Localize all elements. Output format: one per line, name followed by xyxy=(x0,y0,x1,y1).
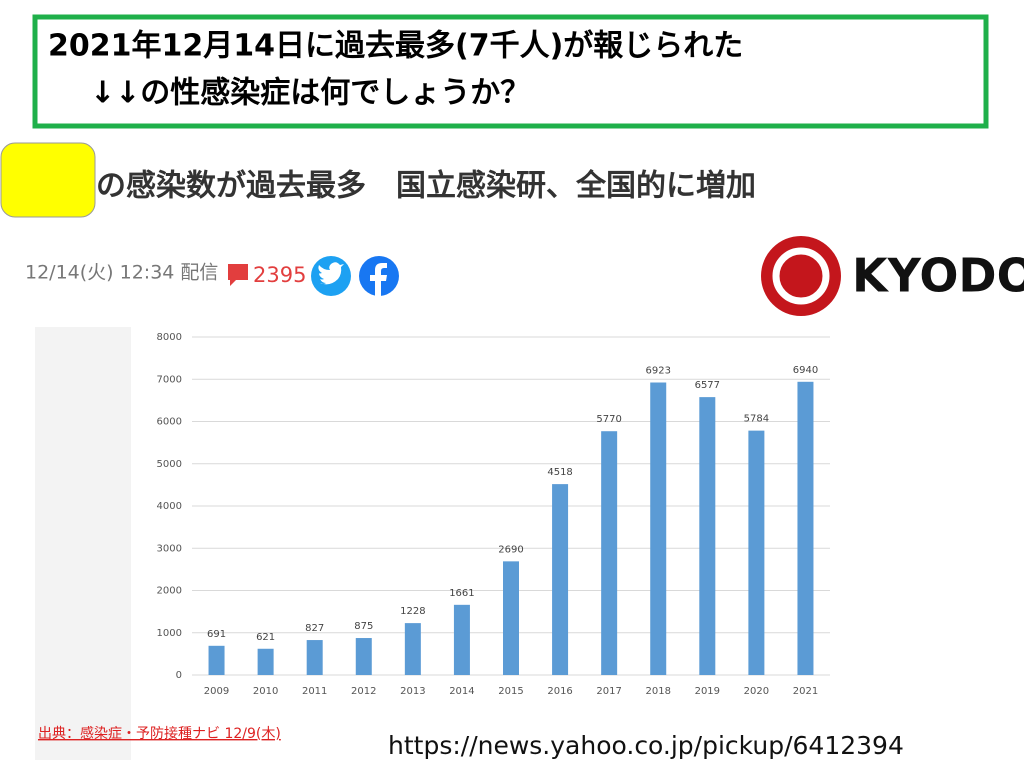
bar xyxy=(306,640,323,675)
value-label: 4518 xyxy=(547,467,572,478)
y-tick-label: 3000 xyxy=(157,543,182,554)
comment-icon xyxy=(228,264,248,286)
bar xyxy=(257,648,274,675)
bar xyxy=(748,430,765,675)
chart-side-panel xyxy=(35,327,131,760)
x-tick-label: 2020 xyxy=(744,686,769,697)
value-label: 1661 xyxy=(449,588,474,599)
bar xyxy=(552,484,569,675)
x-tick-label: 2010 xyxy=(253,686,278,697)
y-tick-label: 1000 xyxy=(157,628,182,639)
x-tick-label: 2013 xyxy=(400,686,425,697)
bar xyxy=(601,431,618,675)
value-label: 6923 xyxy=(646,366,671,377)
value-label: 5784 xyxy=(744,414,769,425)
value-label: 621 xyxy=(256,632,275,643)
bar xyxy=(208,645,225,675)
y-tick-label: 0 xyxy=(176,670,182,681)
x-tick-label: 2016 xyxy=(547,686,572,697)
question-line: ↓↓の性感染症は何でしょうか？ xyxy=(90,76,530,111)
twitter-bird xyxy=(318,262,344,285)
y-tick-label: 2000 xyxy=(157,586,182,597)
bar xyxy=(453,604,470,675)
url: https://news.yahoo.co.jp/pickup/6412394 xyxy=(388,731,904,760)
chart-panel xyxy=(35,327,867,760)
bar xyxy=(355,638,372,675)
publish-date: 12/14(火) 12:34 配信 xyxy=(25,262,218,284)
y-tick-label: 6000 xyxy=(157,417,182,428)
question-line: 2021年12月14日に過去最多(7千人)が報じられた xyxy=(48,29,743,64)
headline: の感染数が過去最多 国立感染研、全国的に増加 xyxy=(96,169,756,204)
x-tick-label: 2014 xyxy=(449,686,474,697)
x-tick-label: 2021 xyxy=(793,686,818,697)
y-tick-label: 8000 xyxy=(157,332,182,343)
x-tick-label: 2015 xyxy=(498,686,523,697)
x-tick-label: 2018 xyxy=(646,686,671,697)
x-tick-label: 2017 xyxy=(596,686,621,697)
bar xyxy=(404,623,421,675)
hidden-answer-box xyxy=(0,142,96,218)
y-tick-label: 7000 xyxy=(157,374,182,385)
publisher: KYODO xyxy=(852,249,1024,303)
x-tick-label: 2009 xyxy=(204,686,229,697)
bar xyxy=(650,382,667,675)
source: 出典：感染症・予防接種ナビ 12/9(木) xyxy=(38,725,281,742)
value-label: 875 xyxy=(354,621,373,632)
value-label: 6940 xyxy=(793,365,818,376)
kyodo-logo-ring xyxy=(772,247,830,305)
x-tick-label: 2019 xyxy=(695,686,720,697)
value-label: 827 xyxy=(305,623,324,634)
y-tick-label: 5000 xyxy=(157,459,182,470)
value-label: 6577 xyxy=(695,380,720,391)
facebook-f xyxy=(370,263,387,296)
value-label: 691 xyxy=(207,629,226,640)
chart: 0 1000 2000 3000 4000 5000 6000 7000 8000 2009 691… xyxy=(157,332,830,697)
value-label: 5770 xyxy=(596,414,621,425)
value-label: 1228 xyxy=(400,606,425,617)
bar xyxy=(503,561,519,675)
bar xyxy=(797,381,814,675)
bar xyxy=(699,397,716,675)
question-box xyxy=(32,14,989,129)
x-tick-label: 2011 xyxy=(302,686,327,697)
y-tick-label: 4000 xyxy=(157,501,182,512)
x-tick-label: 2012 xyxy=(351,686,376,697)
comment-count: 2395 xyxy=(253,263,306,287)
value-label: 2690 xyxy=(498,544,523,555)
